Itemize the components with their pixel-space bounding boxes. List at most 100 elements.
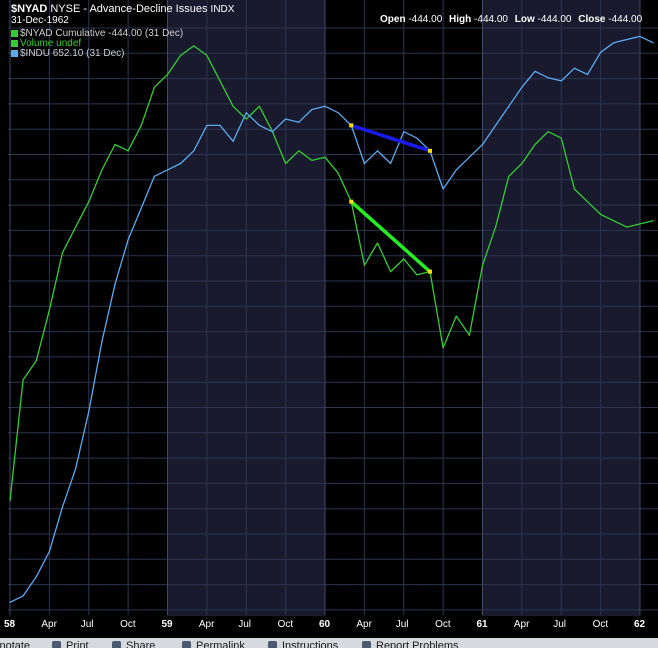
data-point (495, 226, 497, 228)
data-point (245, 112, 247, 114)
index-tag: INDX (210, 4, 235, 15)
data-point (166, 73, 169, 76)
data-point (521, 86, 523, 88)
data-point (547, 131, 549, 133)
series-line-indu (9, 35, 654, 603)
data-point (573, 188, 575, 190)
data-point (416, 137, 418, 139)
data-point (298, 150, 300, 152)
high-value: -444.00 (474, 14, 508, 25)
high-label: High (449, 14, 472, 25)
data-point (324, 105, 326, 107)
legend-swatch-icon (11, 30, 18, 37)
data-point (193, 150, 195, 152)
legend-nyad-label: $NYAD Cumulative -444.00 (31 Dec) (20, 28, 184, 39)
data-point (101, 169, 103, 171)
data-point (534, 143, 536, 146)
data-point (324, 156, 326, 158)
data-point (534, 70, 536, 72)
data-point (166, 169, 169, 171)
trendline-2[interactable] (349, 199, 432, 274)
data-point (298, 121, 300, 123)
print-button[interactable]: Print (52, 640, 89, 648)
x-tick-label: 61 (477, 619, 489, 630)
data-point (140, 124, 142, 126)
data-point (376, 150, 379, 152)
data-point (626, 38, 628, 41)
x-tick-label: Jul (553, 619, 566, 630)
data-point (442, 188, 444, 190)
data-point (337, 172, 339, 174)
trendline-handle[interactable] (349, 123, 354, 128)
data-point (508, 105, 510, 107)
link-icon (182, 641, 191, 648)
data-point (258, 105, 260, 107)
data-point (639, 35, 641, 37)
data-point (481, 264, 484, 266)
data-point (311, 108, 313, 111)
legend-indu-label: $INDU 652.10 (31 Dec) (20, 48, 125, 59)
data-point (219, 124, 221, 126)
data-point (101, 340, 103, 343)
data-point (35, 360, 37, 362)
data-point (35, 576, 37, 578)
data-point (363, 264, 365, 266)
x-tick-label: Apr (41, 619, 57, 630)
data-point (232, 140, 234, 142)
x-tick-label: Apr (514, 619, 530, 630)
exchange-title: NYSE - Advance-Decline Issues (50, 3, 208, 15)
trendline-handle[interactable] (428, 148, 432, 153)
x-tick-label: Oct (593, 619, 609, 630)
data-point (75, 468, 77, 470)
x-tick-label: Apr (199, 619, 215, 630)
data-point (442, 347, 444, 349)
data-point (22, 379, 24, 381)
x-tick-label: 59 (162, 619, 174, 630)
data-point (245, 118, 247, 120)
chart-header: $NYAD NYSE - Advance-Decline Issues INDX (11, 3, 234, 16)
permalink-button[interactable]: Permalink (182, 640, 245, 648)
data-point (468, 156, 470, 158)
low-value: -444.00 (537, 14, 572, 25)
data-point (652, 220, 654, 222)
chart-grid (8, 0, 658, 615)
data-point (403, 131, 405, 133)
data-point (127, 150, 129, 152)
trendline-handle[interactable] (428, 269, 432, 274)
data-point (127, 239, 129, 241)
series-lines (9, 35, 654, 603)
data-point (9, 499, 11, 502)
data-point (416, 274, 418, 276)
share-button[interactable]: Share (112, 640, 155, 648)
data-point (88, 410, 90, 413)
data-point (193, 45, 195, 47)
data-point (600, 51, 602, 53)
legend-volume-label: Volume undef (20, 38, 82, 49)
data-point (547, 77, 549, 79)
trendline-1[interactable] (349, 123, 432, 153)
trendline-annotations (349, 123, 432, 274)
data-point (232, 105, 234, 107)
chart-date: 31-Dec-1962 (11, 15, 69, 26)
x-tick-label: Jul (81, 619, 94, 630)
data-point (573, 67, 575, 69)
instructions-button[interactable]: Instructions (268, 640, 338, 648)
data-point (586, 73, 589, 76)
annotate-button[interactable]: Annotate (0, 640, 31, 648)
data-point (180, 54, 182, 57)
data-point (337, 112, 339, 114)
data-point (285, 118, 287, 120)
report-problems-button[interactable]: Report Problems (362, 640, 459, 648)
x-tick-label: 62 (634, 619, 646, 630)
data-point (455, 315, 457, 317)
trendline-handle[interactable] (349, 199, 354, 204)
open-label: Open (380, 14, 406, 25)
x-axis-background (0, 616, 658, 638)
x-tick-label: Oct (435, 619, 451, 630)
x-tick-label: Oct (120, 619, 136, 630)
open-value: -444.00 (408, 14, 443, 25)
data-point (403, 258, 405, 260)
legend-volume: Volume undef (11, 38, 81, 49)
symbol: $NYAD (11, 3, 48, 15)
